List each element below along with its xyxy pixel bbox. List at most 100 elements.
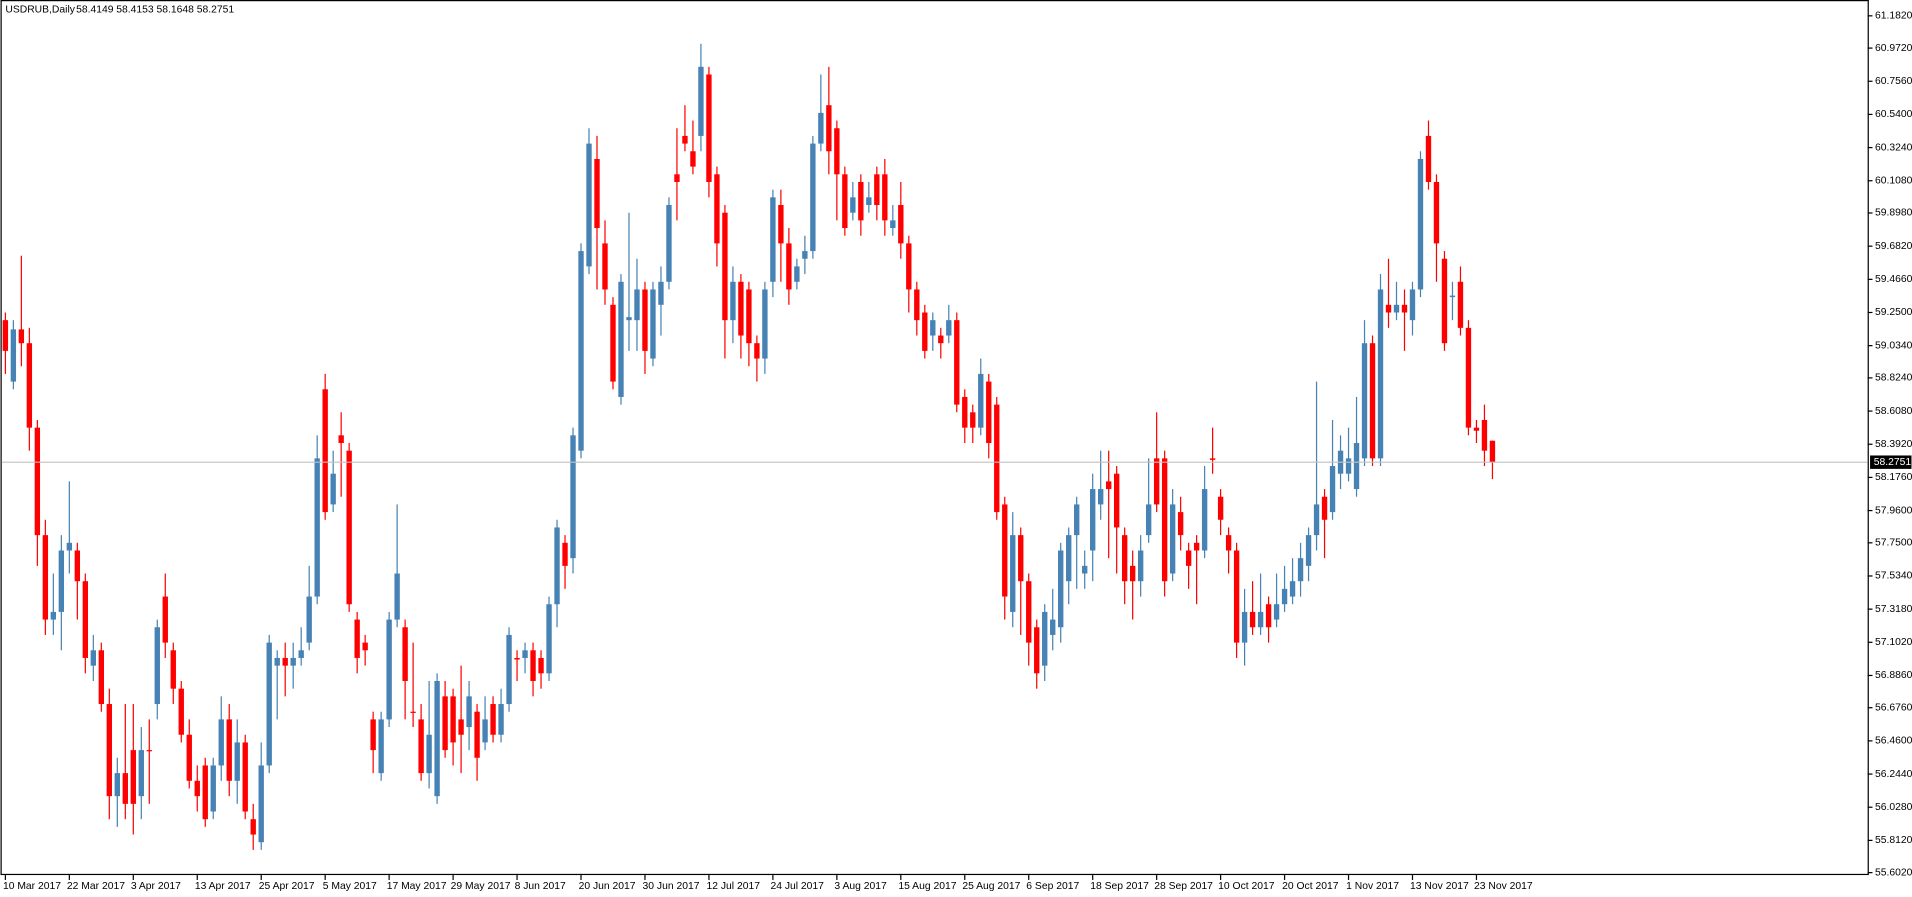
candle-body bbox=[714, 174, 720, 244]
y-tick-label: 61.1820 bbox=[1875, 11, 1912, 22]
x-tick-label: 10 Oct 2017 bbox=[1218, 881, 1275, 892]
candle-body bbox=[1026, 581, 1032, 643]
candle-body bbox=[882, 174, 888, 221]
candle-body bbox=[258, 765, 264, 843]
candle-body bbox=[282, 657, 288, 666]
candle-body bbox=[906, 243, 912, 290]
candle-body bbox=[1417, 158, 1424, 290]
candle-body bbox=[562, 542, 568, 566]
candle-body bbox=[1050, 619, 1056, 635]
candle-body bbox=[522, 650, 528, 658]
candle-body bbox=[866, 197, 872, 206]
candle-body bbox=[1193, 542, 1200, 551]
candle-body bbox=[1042, 611, 1048, 666]
y-tick-label: 60.9720 bbox=[1875, 43, 1912, 54]
candle-body bbox=[986, 381, 992, 444]
x-tick-label: 5 May 2017 bbox=[323, 881, 377, 892]
candle-body bbox=[490, 704, 496, 735]
candle-body bbox=[234, 742, 240, 781]
y-tick-label: 60.1080 bbox=[1875, 175, 1912, 186]
candle-body bbox=[1090, 489, 1096, 551]
candle-body bbox=[210, 765, 216, 812]
candle-body bbox=[1481, 419, 1488, 451]
candle-body bbox=[738, 281, 744, 336]
candle-body bbox=[1161, 458, 1168, 582]
candle-body bbox=[146, 750, 152, 752]
y-tick-label: 58.3920 bbox=[1875, 439, 1912, 450]
y-tick-label: 59.8980 bbox=[1875, 208, 1912, 219]
candle-body bbox=[842, 174, 848, 229]
candle-body bbox=[570, 435, 576, 559]
candle-body bbox=[554, 527, 560, 605]
candle-body bbox=[218, 719, 224, 766]
x-tick-label: 20 Jun 2017 bbox=[579, 881, 636, 892]
candle-body bbox=[1489, 440, 1496, 463]
y-tick-label: 58.6080 bbox=[1875, 406, 1912, 417]
candle-body bbox=[266, 642, 272, 766]
candle-body bbox=[322, 389, 328, 513]
candle-body bbox=[746, 289, 752, 344]
candle-body bbox=[698, 66, 704, 136]
x-tick-label: 24 Jul 2017 bbox=[770, 881, 824, 892]
candle-body bbox=[1074, 504, 1080, 536]
candle-body bbox=[274, 657, 280, 666]
candle-body bbox=[98, 650, 104, 705]
candle-body bbox=[1353, 443, 1360, 490]
candle-body bbox=[1449, 295, 1456, 298]
y-tick-label: 57.9600 bbox=[1875, 505, 1912, 516]
x-tick-label: 13 Apr 2017 bbox=[195, 881, 251, 892]
candle-body bbox=[114, 773, 120, 797]
y-tick-label: 58.8240 bbox=[1875, 373, 1912, 384]
candle-body bbox=[1297, 558, 1304, 582]
y-tick-label: 60.3240 bbox=[1875, 142, 1912, 153]
candle-body bbox=[994, 404, 1000, 513]
candle-body bbox=[1153, 458, 1160, 505]
candle-body bbox=[1058, 550, 1064, 628]
x-tick-label: 13 Nov 2017 bbox=[1410, 881, 1469, 892]
candle-body bbox=[674, 174, 680, 182]
candle-body bbox=[1345, 458, 1352, 474]
current-price-label: 58.2751 bbox=[1874, 457, 1912, 468]
candle-body bbox=[298, 650, 304, 658]
header-value: 58.1648 bbox=[157, 4, 195, 15]
candle-body bbox=[1321, 496, 1328, 520]
candle-body bbox=[1241, 611, 1248, 643]
candle-body bbox=[378, 719, 384, 774]
y-tick-label: 60.5400 bbox=[1875, 109, 1912, 120]
candle-body bbox=[650, 289, 656, 359]
candle-body bbox=[1361, 343, 1368, 459]
candle-body bbox=[1121, 535, 1128, 582]
candle-body bbox=[1473, 427, 1480, 431]
candle-body bbox=[1433, 181, 1440, 244]
candle-body bbox=[226, 719, 232, 781]
candle-body bbox=[434, 681, 440, 797]
y-tick-label: 60.7560 bbox=[1875, 76, 1912, 87]
x-tick-label: 22 Mar 2017 bbox=[67, 881, 125, 892]
x-tick-label: 8 Jun 2017 bbox=[515, 881, 566, 892]
y-tick-label: 56.2440 bbox=[1875, 769, 1912, 780]
candle-body bbox=[1465, 327, 1472, 428]
candle-body bbox=[18, 329, 25, 344]
candle-body bbox=[946, 320, 952, 336]
candle-body bbox=[1209, 458, 1216, 460]
candle-body bbox=[394, 573, 400, 620]
y-tick-label: 56.6760 bbox=[1875, 702, 1912, 713]
candle-body bbox=[754, 343, 760, 359]
candle-body bbox=[1018, 535, 1024, 582]
candle-body bbox=[34, 427, 41, 536]
candle-body bbox=[618, 281, 624, 397]
candle-body bbox=[154, 627, 160, 705]
y-tick-label: 56.4600 bbox=[1875, 736, 1912, 747]
candle-body bbox=[666, 205, 672, 282]
candle-body bbox=[386, 619, 392, 720]
y-tick-label: 58.1760 bbox=[1875, 472, 1912, 483]
candle-body bbox=[514, 657, 520, 660]
candle-body bbox=[1457, 281, 1464, 328]
candle-body bbox=[1082, 565, 1088, 574]
candle-body bbox=[1409, 289, 1416, 321]
candle-body bbox=[314, 458, 320, 597]
candle-body bbox=[1177, 512, 1184, 536]
candle-body bbox=[578, 251, 584, 451]
candle-body bbox=[682, 135, 688, 144]
header-value: 58.2751 bbox=[197, 4, 235, 15]
